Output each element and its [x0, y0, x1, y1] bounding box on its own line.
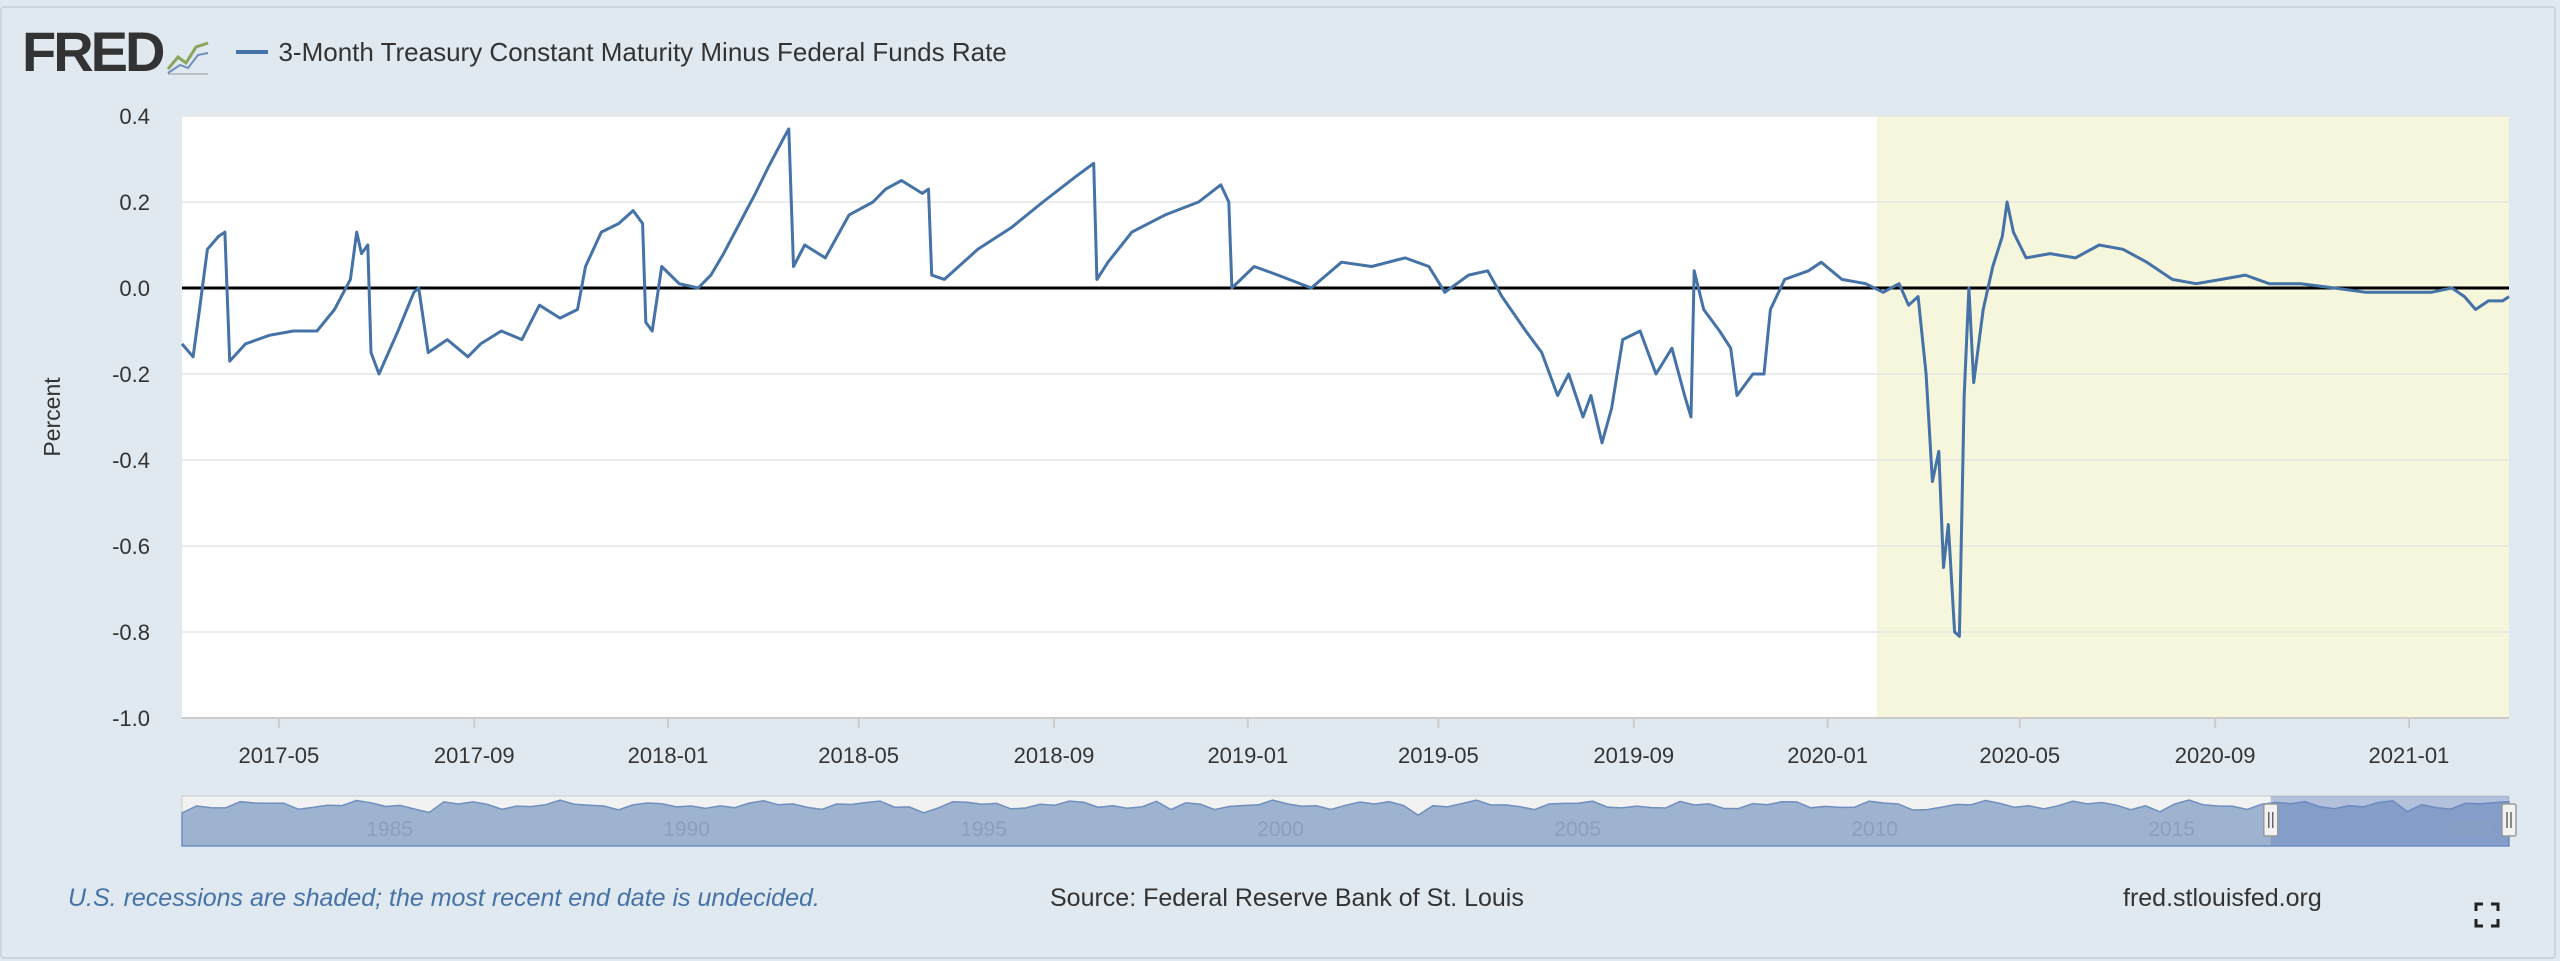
legend-swatch	[236, 50, 269, 54]
chart-header: FRED 3-Month Treasury Constant Maturity …	[22, 22, 1007, 82]
navigator-handle[interactable]	[2262, 803, 2279, 837]
y-tick-label: -0.2	[112, 362, 150, 387]
source-text: Source: Federal Reserve Bank of St. Loui…	[1050, 884, 1524, 912]
x-tick-label: 2019-01	[1207, 743, 1288, 768]
series-line	[180, 127, 2510, 638]
navigator-year-label: 1985	[366, 818, 413, 841]
fullscreen-icon[interactable]	[2474, 902, 2500, 928]
x-tick-label: 2018-01	[628, 743, 709, 768]
navigator-year-label: 2005	[1554, 818, 1601, 841]
y-tick-label: 0.2	[119, 190, 150, 215]
y-tick-label: 0.4	[119, 104, 150, 129]
navigator-year-label: 2010	[1851, 818, 1898, 841]
y-tick-label: -0.4	[112, 448, 150, 473]
navigator-year-label: 1995	[960, 818, 1007, 841]
x-tick-label: 2018-05	[818, 743, 899, 768]
navigator-year-label: 2020	[2445, 818, 2492, 841]
site-link[interactable]: fred.stlouisfed.org	[2123, 884, 2322, 912]
navigator-handle[interactable]	[2501, 803, 2517, 837]
x-tick-label: 2020-09	[2175, 743, 2256, 768]
legend-label: 3-Month Treasury Constant Maturity Minus…	[278, 36, 1007, 67]
x-tick-label: 2020-01	[1787, 743, 1868, 768]
navigator-series	[181, 799, 2510, 847]
y-tick-label: -0.8	[112, 620, 150, 645]
chart-legend[interactable]: 3-Month Treasury Constant Maturity Minus…	[236, 36, 1007, 68]
x-tick-label: 2017-09	[434, 743, 515, 768]
x-tick-label: 2020-05	[1979, 743, 2060, 768]
x-tick-label: 2019-09	[1593, 743, 1674, 768]
y-tick-label: 0.0	[119, 276, 150, 301]
x-tick-label: 2018-09	[1014, 743, 1095, 768]
y-tick-label: -1.0	[112, 706, 150, 731]
recession-note: U.S. recessions are shaded; the most rec…	[68, 884, 820, 912]
navigator-year-label: 1990	[663, 818, 710, 841]
recession-shading	[1876, 116, 2509, 718]
y-tick-label: -0.6	[112, 534, 150, 559]
navigator-year-label: 2000	[1257, 818, 1304, 841]
x-tick-label: 2019-05	[1398, 743, 1479, 768]
chart-frame	[0, 6, 2556, 959]
fred-logo[interactable]: FRED	[22, 20, 165, 83]
x-tick-label: 2017-05	[239, 743, 320, 768]
navigator-selection	[2270, 796, 2509, 846]
y-axis-label: Percent	[39, 377, 65, 457]
chart-svg[interactable]: 0.4 0.2 0.0 -0.2 -0.4 -0.6 -0.8 -1.0 2017-05 201…	[0, 0, 2560, 860]
chart-line-icon	[167, 41, 209, 75]
navigator-year-label: 2015	[2148, 818, 2195, 841]
x-tick-label: 2021-01	[2369, 743, 2450, 768]
